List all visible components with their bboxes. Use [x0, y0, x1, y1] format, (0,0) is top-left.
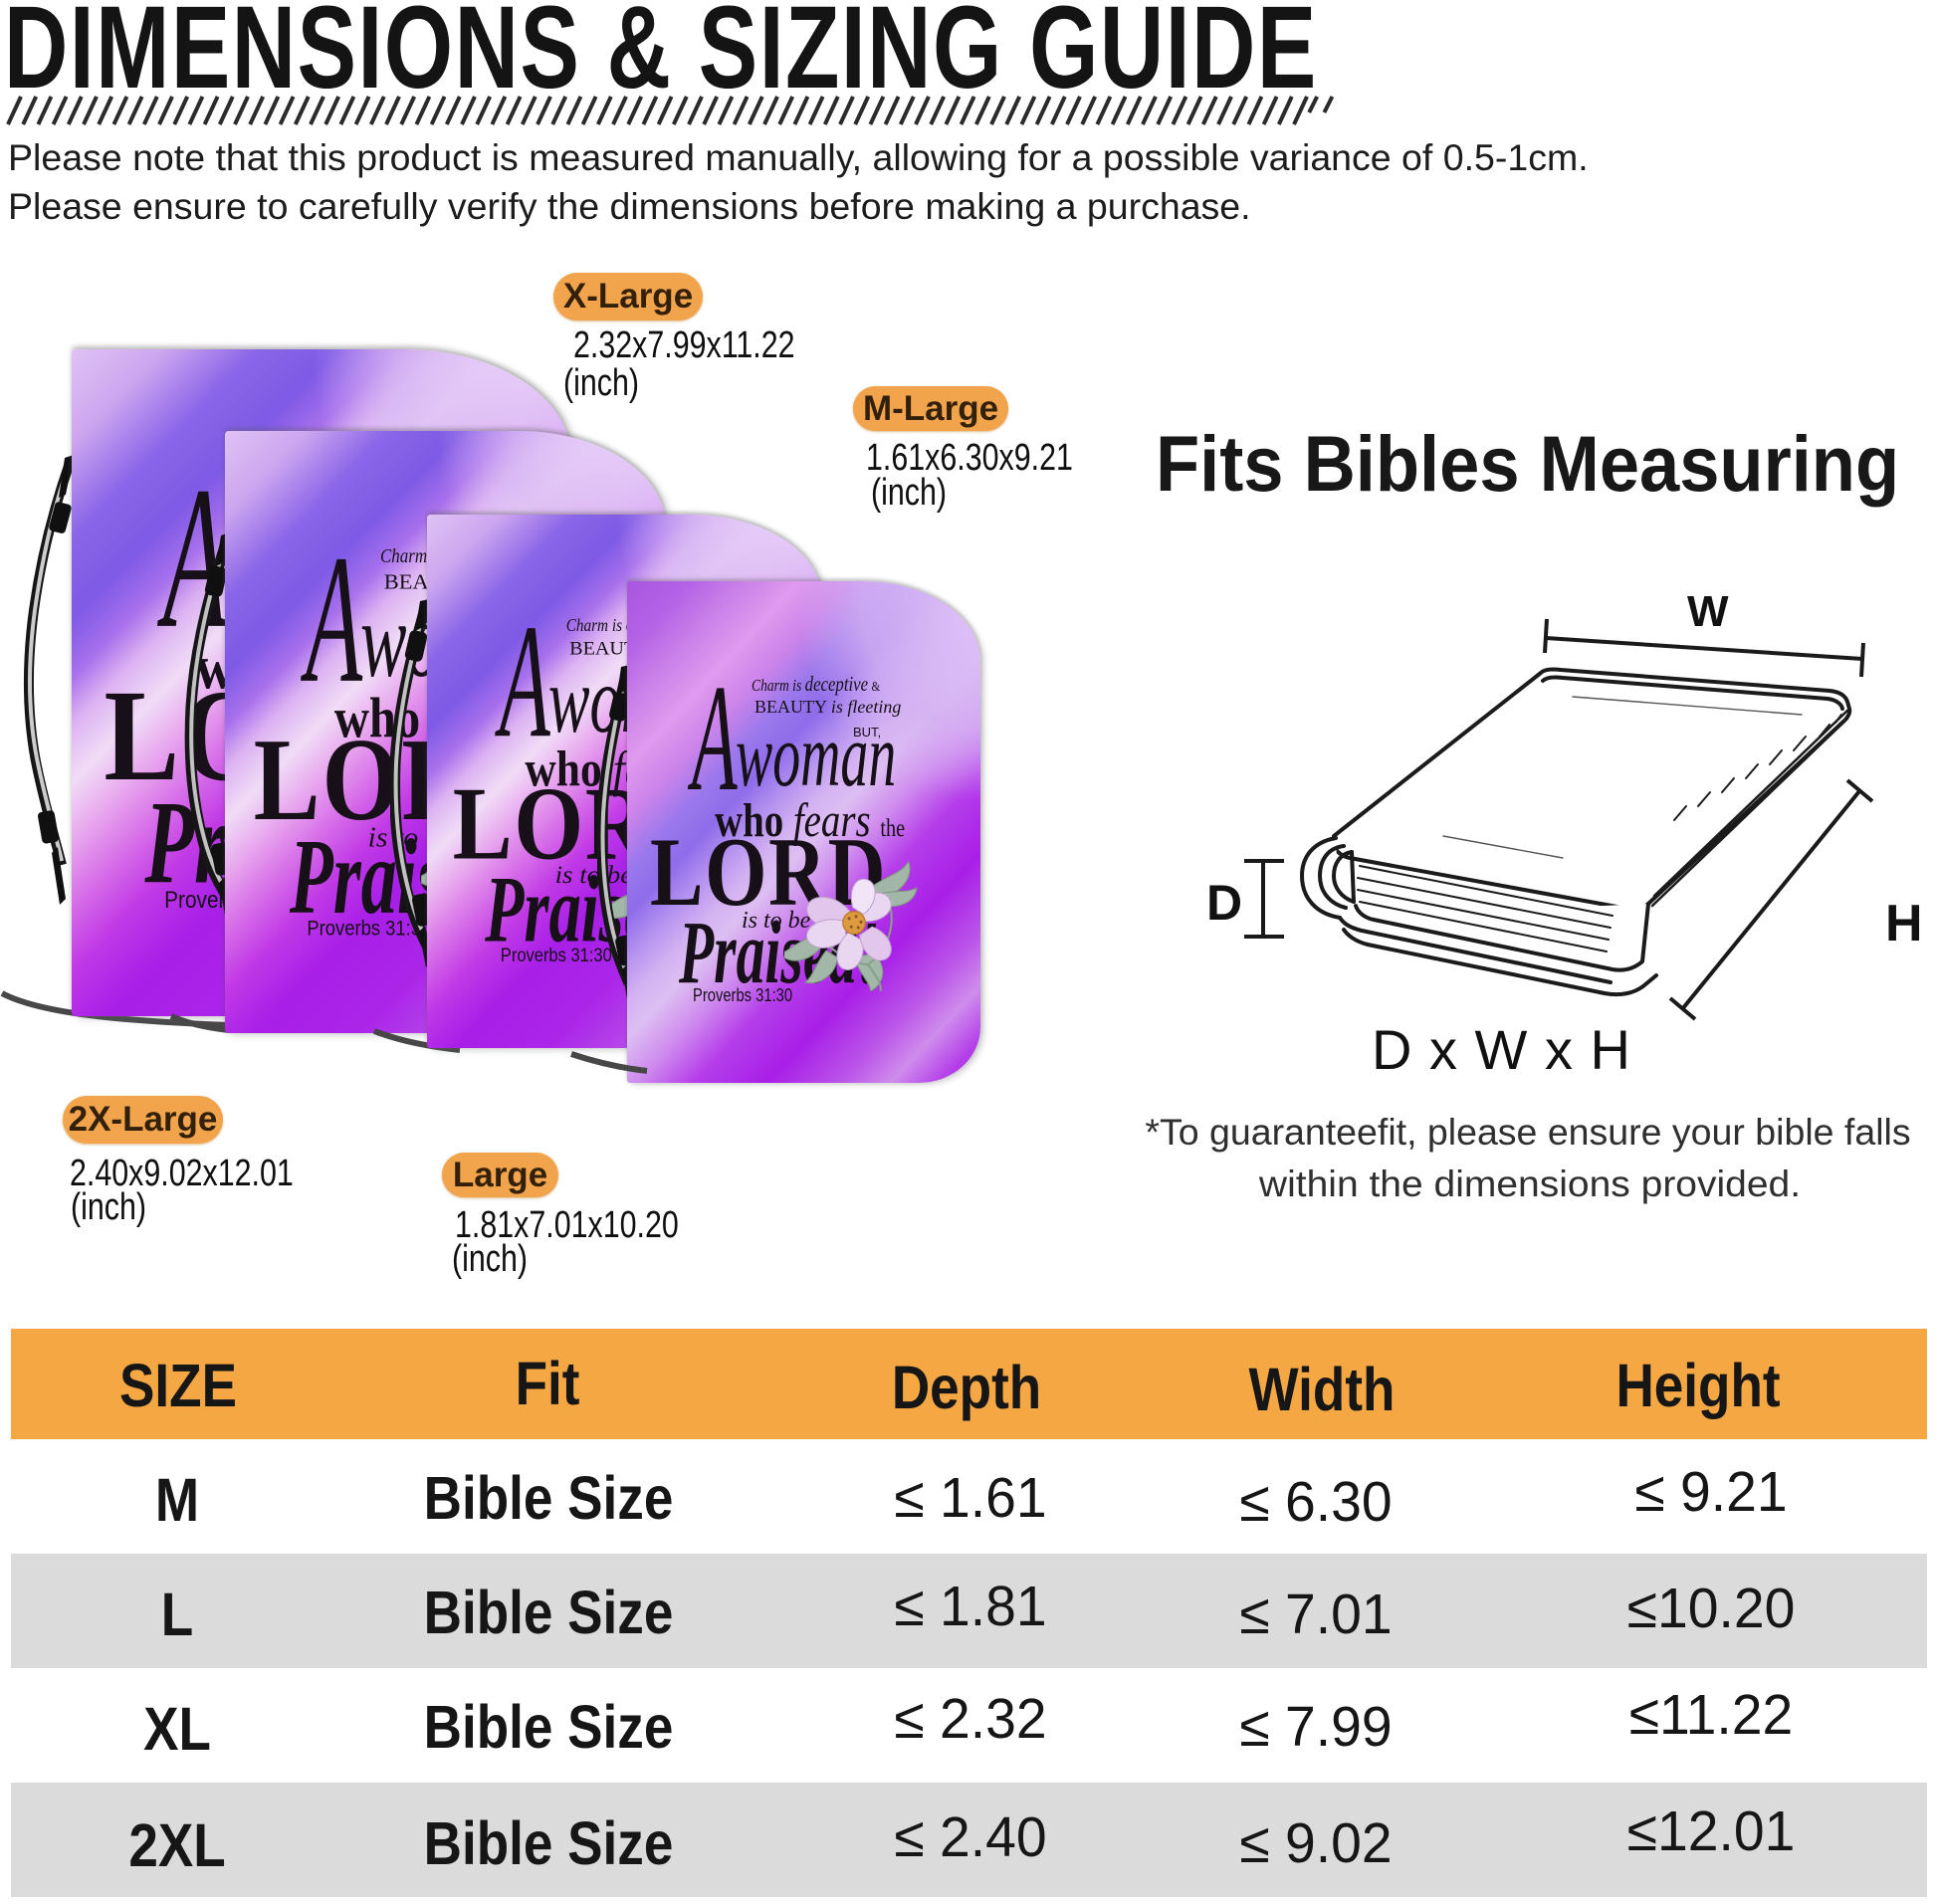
- svg-text:D: D: [1206, 875, 1242, 931]
- svg-text:D x W x H: D x W x H: [1372, 1018, 1631, 1081]
- svg-text:H: H: [1885, 895, 1923, 952]
- svg-text:W: W: [1687, 587, 1729, 636]
